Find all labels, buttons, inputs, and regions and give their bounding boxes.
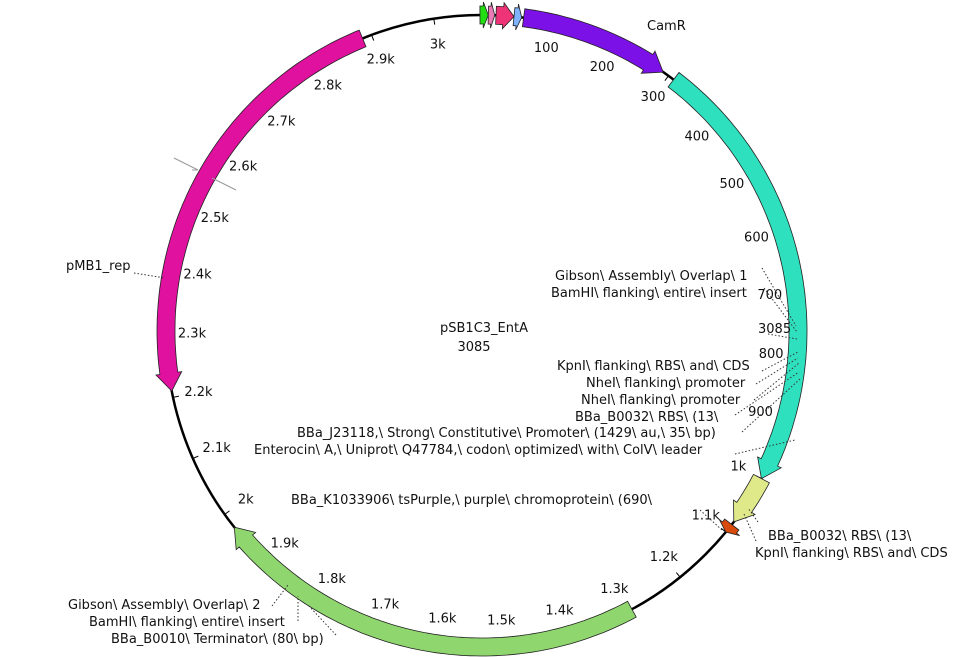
tick-mark — [675, 572, 681, 578]
tick-mark — [224, 510, 230, 515]
tick-mark — [433, 18, 436, 25]
tick-label: 2.4k — [183, 268, 212, 283]
label-b0032-top: BBa_B0032\ RBS\ (13\ — [575, 410, 719, 425]
feature-arrow[interactable] — [479, 1, 489, 29]
tick-label: 1.6k — [428, 611, 457, 626]
label-nhei-1: NheI\ flanking\ promoter — [586, 376, 746, 391]
label-tspurple: BBa_K1033906\ tsPurple,\ purple\ chromop… — [291, 493, 653, 508]
tick-label: 1k — [731, 459, 747, 474]
tick-label: 1.4k — [545, 603, 574, 618]
label-gibson-overlap-1: Gibson\ Assembly\ Overlap\ 1 — [555, 269, 747, 284]
tick-label: 2.9k — [367, 52, 396, 67]
tick-label: 900 — [748, 405, 773, 420]
feature-arrow[interactable] — [233, 526, 637, 657]
plasmid-name: pSB1C3_EntA — [440, 321, 528, 336]
tick-mark — [664, 75, 669, 81]
tick-label: 2.3k — [178, 326, 207, 341]
label-pmb1-rep: pMB1_rep — [66, 259, 130, 274]
feature-arrow[interactable] — [495, 1, 515, 30]
tick-label: 1.3k — [600, 582, 629, 597]
tick-label: 500 — [719, 177, 744, 192]
tick-label: 600 — [744, 230, 769, 245]
tick-label: 2.2k — [184, 385, 213, 400]
tick-label: 3k — [430, 37, 446, 52]
label-j23118: BBa_J23118,\ Strong\ Constitutive\ Promo… — [297, 426, 716, 441]
tick-label: 200 — [590, 60, 615, 75]
pointer-arrows — [173, 157, 237, 191]
feature-arrow[interactable] — [155, 29, 367, 392]
tick-label: 2.8k — [314, 78, 343, 93]
feature-arrow[interactable] — [718, 518, 740, 536]
feature-arrow[interactable] — [521, 8, 664, 74]
label-gibson-overlap-2: Gibson\ Assembly\ Overlap\ 2 — [68, 598, 260, 613]
tick-label: 100 — [534, 41, 559, 56]
tick-label: 2.6k — [229, 160, 258, 175]
label-position-3085: 3085 — [758, 322, 791, 337]
tick-label: 700 — [757, 288, 782, 303]
tick-label: 1.5k — [487, 613, 516, 628]
feature-arrow[interactable] — [733, 473, 770, 523]
tick-mark — [192, 455, 199, 459]
feature-arrow[interactable] — [487, 1, 496, 29]
tick-label: 1.8k — [318, 572, 347, 587]
feature-arrow[interactable] — [512, 3, 523, 31]
label-nhei-2: NheI\ flanking\ promoter — [581, 393, 741, 408]
label-enterocin-a: Enterocin\ A,\ Uniprot\ Q47784,\ codon\ … — [254, 443, 703, 458]
plasmid-length: 3085 — [457, 340, 490, 355]
tick-label: 2.7k — [267, 115, 296, 130]
label-bamhi-top: BamHI\ flanking\ entire\ insert — [551, 286, 747, 301]
label-camr: CamR — [647, 19, 686, 34]
label-kpni-top: KpnI\ flanking\ RBS\ and\ CDS — [557, 359, 750, 374]
tick-label: 2.1k — [203, 441, 232, 456]
tick-mark — [371, 34, 375, 41]
tick-label: 300 — [641, 90, 666, 105]
feature-arrows — [155, 1, 808, 657]
label-b0010: BBa_B0010\ Terminator\ (80\ bp) — [111, 632, 324, 647]
label-bamhi-bottom: BamHI\ flanking\ entire\ insert — [89, 615, 285, 630]
tick-label: 1.2k — [650, 550, 679, 565]
tick-label: 2.5k — [201, 211, 230, 226]
label-b0032-right: BBa_B0032\ RBS\ (13\ — [768, 529, 912, 544]
tick-marks: 3k 2.9k 2.8k 2.7k 2.6k 2.5k 2.4k 2.3k 2.2k 2.1k 2k… — [166, 18, 798, 647]
tick-mark — [172, 395, 180, 398]
tick-label: 1.9k — [271, 537, 300, 552]
tick-label: 2k — [238, 492, 254, 507]
tick-label: 800 — [759, 347, 784, 362]
label-kpni-right: KpnI\ flanking\ RBS\ and\ CDS — [755, 546, 948, 561]
tick-label: 400 — [684, 129, 709, 144]
tick-label: 1.7k — [371, 597, 400, 612]
tick-mark — [720, 527, 727, 533]
leader-lines — [133, 267, 801, 636]
feature-arrow[interactable] — [667, 71, 808, 480]
